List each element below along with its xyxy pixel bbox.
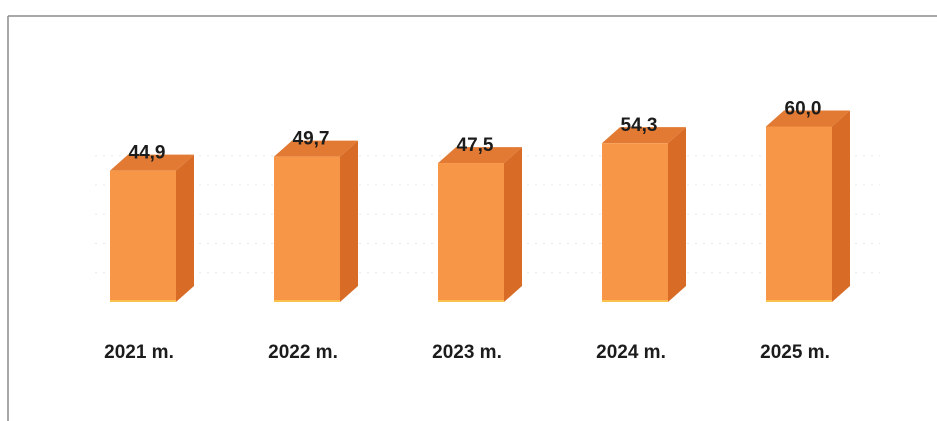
bar-side-face (176, 154, 194, 302)
bars (110, 110, 850, 302)
bar-side-face (832, 110, 850, 302)
category-label: 2025 m. (760, 342, 830, 363)
bar-bottom-edge (274, 300, 340, 302)
bar-side-face (340, 140, 358, 302)
bar (438, 147, 522, 302)
bar-bottom-edge (602, 300, 668, 302)
bar-value-label: 47,5 (457, 135, 494, 156)
bar-top-face (110, 154, 194, 171)
bar (110, 154, 194, 302)
bar-bottom-edge (438, 300, 504, 302)
bar-top-face (602, 127, 686, 144)
category-label: 2021 m. (104, 342, 174, 363)
category-labels: 2021 m. 2022 m. 2023 m. 2024 m. 2025 m. (104, 342, 830, 363)
bar-value-label: 44,9 (129, 143, 166, 164)
bar-top-face (766, 110, 850, 127)
bar-front-face (110, 170, 176, 302)
bar-value-label: 54,3 (621, 115, 658, 136)
bar-bottom-edge (110, 300, 176, 302)
bar-front-face (766, 126, 832, 302)
bar-value-label: 49,7 (293, 129, 330, 150)
bar-side-face (504, 147, 522, 302)
category-label: 2023 m. (432, 342, 502, 363)
bar-bottom-edge (766, 300, 832, 302)
bar-side-face (668, 127, 686, 302)
chart-border (7, 15, 937, 421)
category-label: 2022 m. (268, 342, 338, 363)
bar-top-face (274, 140, 358, 157)
bar-top-face (438, 147, 522, 164)
bar (602, 127, 686, 302)
bar (274, 140, 358, 302)
bar-front-face (274, 156, 340, 302)
value-labels: 44,9 49,7 47,5 54,3 60,0 (129, 99, 822, 164)
bar (766, 110, 850, 302)
category-label: 2024 m. (596, 342, 666, 363)
bar-value-label: 60,0 (785, 99, 822, 120)
bar-front-face (438, 163, 504, 302)
bar-front-face (602, 143, 668, 302)
